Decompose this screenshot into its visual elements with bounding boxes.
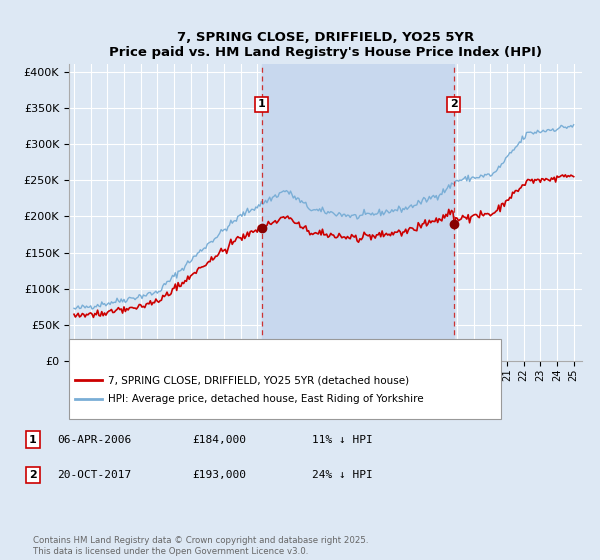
Text: 20-OCT-2017: 20-OCT-2017 xyxy=(57,470,131,480)
Text: Contains HM Land Registry data © Crown copyright and database right 2025.
This d: Contains HM Land Registry data © Crown c… xyxy=(33,536,368,556)
Title: 7, SPRING CLOSE, DRIFFIELD, YO25 5YR
Price paid vs. HM Land Registry's House Pri: 7, SPRING CLOSE, DRIFFIELD, YO25 5YR Pri… xyxy=(109,31,542,59)
Text: 11% ↓ HPI: 11% ↓ HPI xyxy=(312,435,373,445)
Text: 7, SPRING CLOSE, DRIFFIELD, YO25 5YR (detached house): 7, SPRING CLOSE, DRIFFIELD, YO25 5YR (de… xyxy=(108,375,409,385)
Text: 1: 1 xyxy=(258,100,266,109)
Bar xyxy=(262,64,454,361)
Text: 2: 2 xyxy=(450,100,458,109)
Text: £184,000: £184,000 xyxy=(192,435,246,445)
Text: 1: 1 xyxy=(29,435,37,445)
Text: £193,000: £193,000 xyxy=(192,470,246,480)
Text: 2: 2 xyxy=(29,470,37,480)
Text: 06-APR-2006: 06-APR-2006 xyxy=(57,435,131,445)
Text: HPI: Average price, detached house, East Riding of Yorkshire: HPI: Average price, detached house, East… xyxy=(108,394,424,404)
Text: 24% ↓ HPI: 24% ↓ HPI xyxy=(312,470,373,480)
